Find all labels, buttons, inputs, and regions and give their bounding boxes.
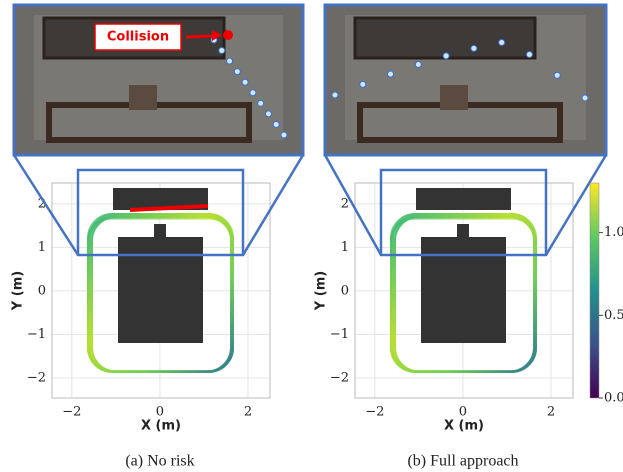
drone	[250, 90, 256, 96]
y-axis-label: Y (m)	[314, 271, 329, 311]
y-tick-label: −1	[330, 327, 349, 342]
y-tick-label: 2	[341, 196, 349, 211]
obstacle	[421, 237, 506, 343]
obstacle	[457, 224, 469, 238]
drone	[227, 58, 233, 64]
drone	[219, 48, 225, 54]
drone	[582, 95, 588, 101]
obstacle	[154, 224, 166, 238]
y-tick-label: 0	[341, 283, 349, 298]
zoom-connector	[14, 155, 78, 255]
zoom-connector	[243, 155, 303, 255]
drone	[242, 79, 248, 85]
colorbar	[590, 183, 599, 398]
figure: −2 0 2 −2 −1 0 1 2 Collision X (m) Y (m) (a) No ris…	[0, 0, 623, 472]
y-tick-label: 1	[38, 240, 46, 255]
x-axis-label: X (m)	[444, 419, 484, 434]
x-tick-label: 0	[459, 405, 467, 420]
annotation-arrow	[186, 36, 214, 37]
x-axis-label: X (m)	[141, 419, 181, 434]
box	[129, 85, 157, 110]
y-axis-label: Y (m)	[11, 271, 26, 311]
y-tick-label: 0	[38, 283, 46, 298]
x-tick-label: −2	[62, 405, 81, 420]
y-tick-label: 1	[341, 240, 349, 255]
box	[440, 85, 468, 110]
colorbar-tick-label: 1.0	[604, 225, 623, 240]
y-tick-label: −2	[27, 370, 46, 385]
y-tick-label: −2	[330, 370, 349, 385]
drone	[526, 52, 532, 58]
netting	[355, 18, 535, 58]
x-tick-label: 2	[244, 405, 252, 420]
drone	[499, 39, 505, 45]
x-tick-label: 2	[547, 405, 555, 420]
drone	[273, 121, 279, 127]
caption: (b) Full approach	[407, 453, 518, 470]
collision-point	[223, 30, 233, 40]
drone	[443, 53, 449, 59]
obstacle	[416, 188, 511, 210]
y-tick-label: −1	[27, 327, 46, 342]
zoom-connector	[325, 155, 381, 255]
drone	[471, 45, 477, 51]
colorbar-tick-label: 0.5	[604, 308, 623, 323]
drone	[388, 71, 394, 77]
drone	[360, 81, 366, 87]
drone	[281, 132, 287, 138]
colorbar-tick-label: 0.0	[604, 391, 623, 406]
obstacle	[118, 237, 203, 343]
drone	[265, 111, 271, 117]
drone	[554, 72, 560, 78]
annotation: Collision	[107, 30, 169, 45]
drone	[332, 92, 338, 98]
drone	[258, 100, 264, 106]
drone	[234, 69, 240, 75]
drone	[415, 61, 421, 67]
caption: (a) No risk	[125, 453, 194, 470]
x-tick-label: 0	[156, 405, 164, 420]
x-tick-label: −2	[365, 405, 384, 420]
